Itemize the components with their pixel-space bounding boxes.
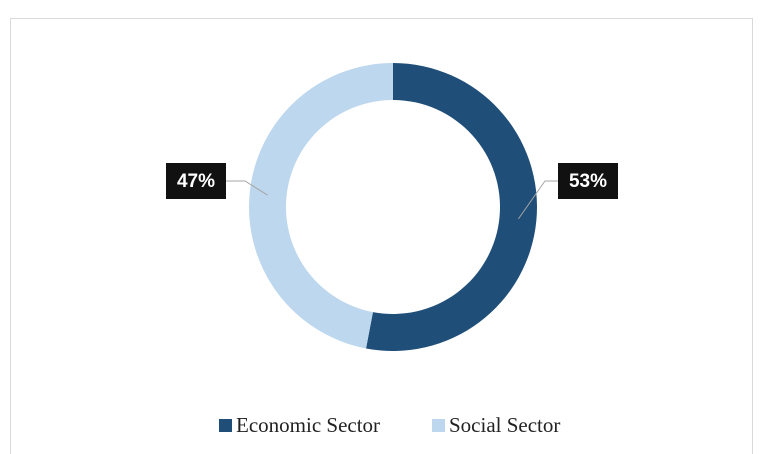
donut-slice <box>248 63 393 349</box>
data-label: 47% <box>177 171 215 192</box>
donut-slice <box>366 63 537 351</box>
leader-line <box>226 180 268 196</box>
legend-label: Social Sector <box>449 413 560 437</box>
legend-label: Economic Sector <box>236 413 380 437</box>
data-label: 53% <box>569 171 607 192</box>
legend-swatch <box>219 419 232 432</box>
data-label-box <box>166 163 226 199</box>
leader-line <box>518 180 558 220</box>
data-label-box <box>558 163 618 199</box>
legend-swatch <box>432 419 445 432</box>
